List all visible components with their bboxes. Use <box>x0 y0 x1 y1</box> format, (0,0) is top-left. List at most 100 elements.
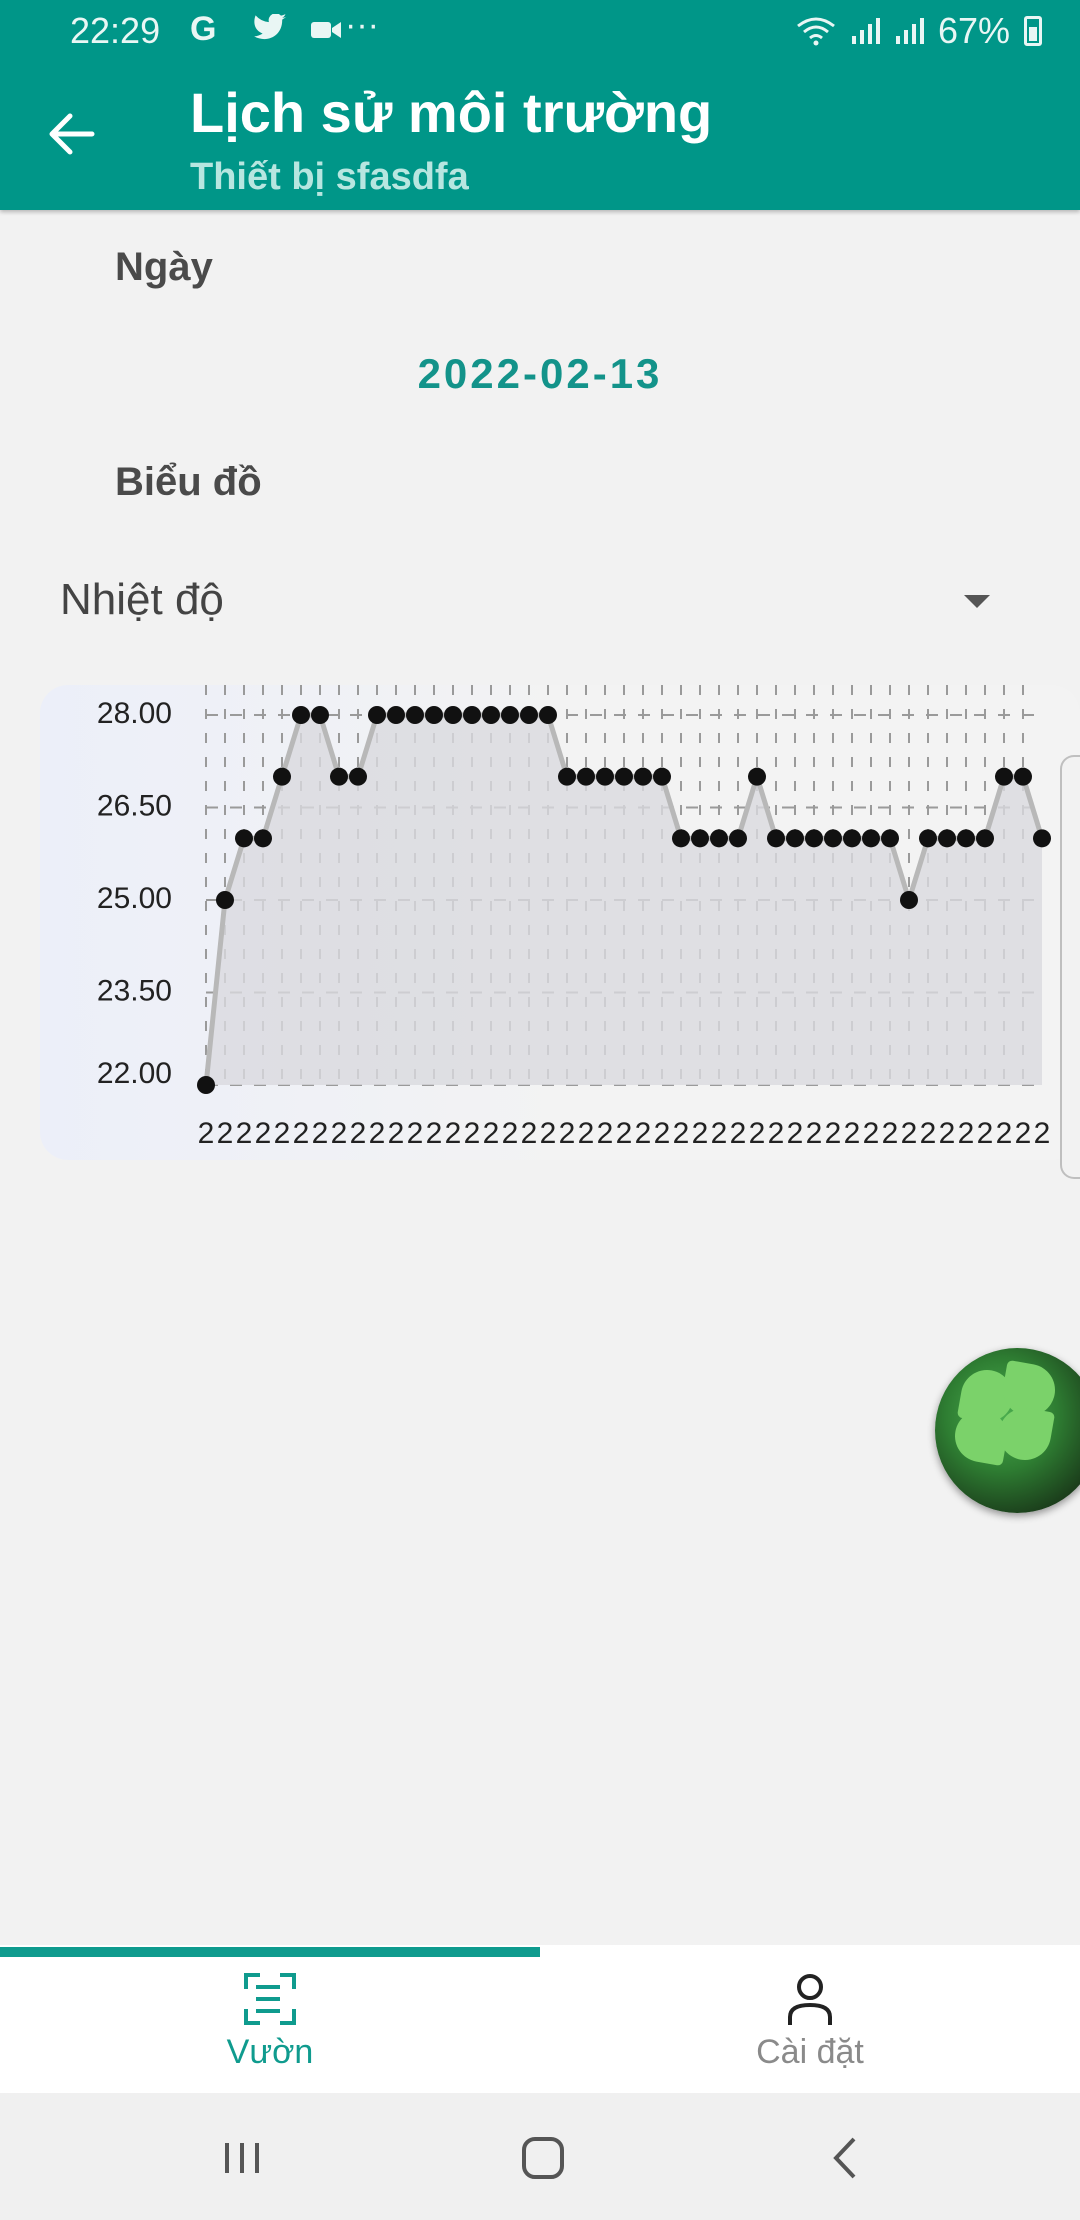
back-arrow-icon[interactable] <box>42 104 102 164</box>
data-point <box>520 706 538 724</box>
x-tick-label: 2 <box>787 1117 804 1150</box>
x-tick-label: 2 <box>521 1117 538 1150</box>
data-point <box>710 829 728 848</box>
nav-label-garden: Vườn <box>226 2033 314 2071</box>
nav-item-garden[interactable]: Vườn <box>0 1945 540 2093</box>
signal-icon <box>851 18 880 44</box>
x-tick-label: 2 <box>464 1117 481 1150</box>
date-picker-value[interactable]: 2022-02-13 <box>417 350 663 397</box>
data-point <box>653 767 671 786</box>
data-point <box>748 767 766 786</box>
data-point <box>197 1076 215 1094</box>
nav-item-settings[interactable]: Cài đặt <box>540 1945 1080 2093</box>
data-point <box>1033 829 1051 848</box>
temperature-chart: 28.00 26.50 25.00 23.50 22.00 2 2 2 2 2 2 2 2 2 2 2 2 2 2 2… <box>40 685 1080 1160</box>
x-tick-label: 2 <box>882 1117 899 1150</box>
x-tick-label: 2 <box>1034 1117 1051 1150</box>
data-point <box>919 829 937 848</box>
y-tick-label: 26.50 <box>97 790 172 823</box>
data-point <box>691 829 709 848</box>
data-point <box>577 767 595 786</box>
x-tick-label: 2 <box>901 1117 918 1150</box>
x-tick-label: 2 <box>217 1117 234 1150</box>
data-point <box>216 891 234 909</box>
nav-label-settings: Cài đặt <box>756 2033 864 2071</box>
x-tick-label: 2 <box>540 1117 557 1150</box>
metric-dropdown-value: Nhiệt độ <box>60 575 224 624</box>
app-bar: 22:29 G ··· 67% Lịch sử môi trường Thiết… <box>0 0 1080 210</box>
date-label: Ngày <box>115 245 213 289</box>
status-bar: 22:29 G ··· 67% <box>0 0 1080 62</box>
y-tick-label: 28.00 <box>97 697 172 730</box>
x-tick-label: 2 <box>749 1117 766 1150</box>
x-tick-label: 2 <box>331 1117 348 1150</box>
x-tick-label: 2 <box>1015 1117 1032 1150</box>
x-tick-label: 2 <box>844 1117 861 1150</box>
x-tick-label: 2 <box>274 1117 291 1150</box>
system-navigation <box>0 2093 1080 2220</box>
battery-percent: 67% <box>937 10 1010 51</box>
clover-avatar[interactable] <box>935 1348 1080 1513</box>
google-icon: G <box>190 10 231 48</box>
bottom-navigation: Vườn Cài đặt <box>0 1945 1080 2093</box>
data-point <box>767 829 785 848</box>
x-tick-label: 2 <box>312 1117 329 1150</box>
x-tick-label: 2 <box>426 1117 443 1150</box>
x-tick-label: 2 <box>939 1117 956 1150</box>
x-tick-label: 2 <box>654 1117 671 1150</box>
data-point <box>406 706 424 724</box>
metric-dropdown[interactable]: Nhiệt độ <box>60 575 1000 635</box>
x-tick-label: 2 <box>502 1117 519 1150</box>
data-point <box>292 706 310 724</box>
x-tick-label: 2 <box>236 1117 253 1150</box>
data-point <box>881 829 899 848</box>
recents-icon[interactable] <box>207 2123 277 2193</box>
x-tick-label: 2 <box>996 1117 1013 1150</box>
data-point <box>254 829 272 848</box>
data-point <box>425 706 443 724</box>
x-tick-label: 2 <box>958 1117 975 1150</box>
x-tick-label: 2 <box>483 1117 500 1150</box>
data-point <box>330 767 348 786</box>
data-point <box>463 706 481 724</box>
x-tick-label: 2 <box>616 1117 633 1150</box>
more-notifications-icon: ··· <box>345 6 379 44</box>
x-tick-label: 2 <box>255 1117 272 1150</box>
data-point <box>482 706 500 724</box>
x-tick-label: 2 <box>198 1117 215 1150</box>
x-tick-label: 2 <box>635 1117 652 1150</box>
data-point <box>729 829 747 848</box>
x-tick-label: 2 <box>863 1117 880 1150</box>
data-point <box>786 829 804 848</box>
page-title: Lịch sử môi trường <box>190 81 713 144</box>
data-point <box>539 706 557 724</box>
status-right: 67% <box>796 10 1042 52</box>
video-icon <box>311 22 342 38</box>
x-tick-label: 2 <box>920 1117 937 1150</box>
x-tick-label: 2 <box>350 1117 367 1150</box>
battery-icon <box>1024 16 1042 46</box>
side-handle[interactable] <box>1060 755 1080 1179</box>
dropdown-caret-icon <box>964 595 990 608</box>
x-tick-label: 2 <box>445 1117 462 1150</box>
data-point <box>672 829 690 848</box>
signal-icon-2 <box>895 18 924 44</box>
series-area <box>206 715 1042 1085</box>
x-tick-label: 2 <box>578 1117 595 1150</box>
data-point <box>235 829 253 848</box>
status-time: 22:29 <box>70 10 161 51</box>
data-point <box>634 767 652 786</box>
x-tick-label: 2 <box>673 1117 690 1150</box>
data-point <box>501 706 519 724</box>
data-point <box>558 767 576 786</box>
data-point <box>596 767 614 786</box>
x-tick-label: 2 <box>559 1117 576 1150</box>
data-point <box>615 767 633 786</box>
back-nav-icon[interactable] <box>812 2123 882 2193</box>
home-icon[interactable] <box>508 2123 578 2193</box>
data-point <box>976 829 994 848</box>
x-tick-label: 2 <box>293 1117 310 1150</box>
data-point <box>387 706 405 724</box>
data-point <box>1014 767 1032 786</box>
